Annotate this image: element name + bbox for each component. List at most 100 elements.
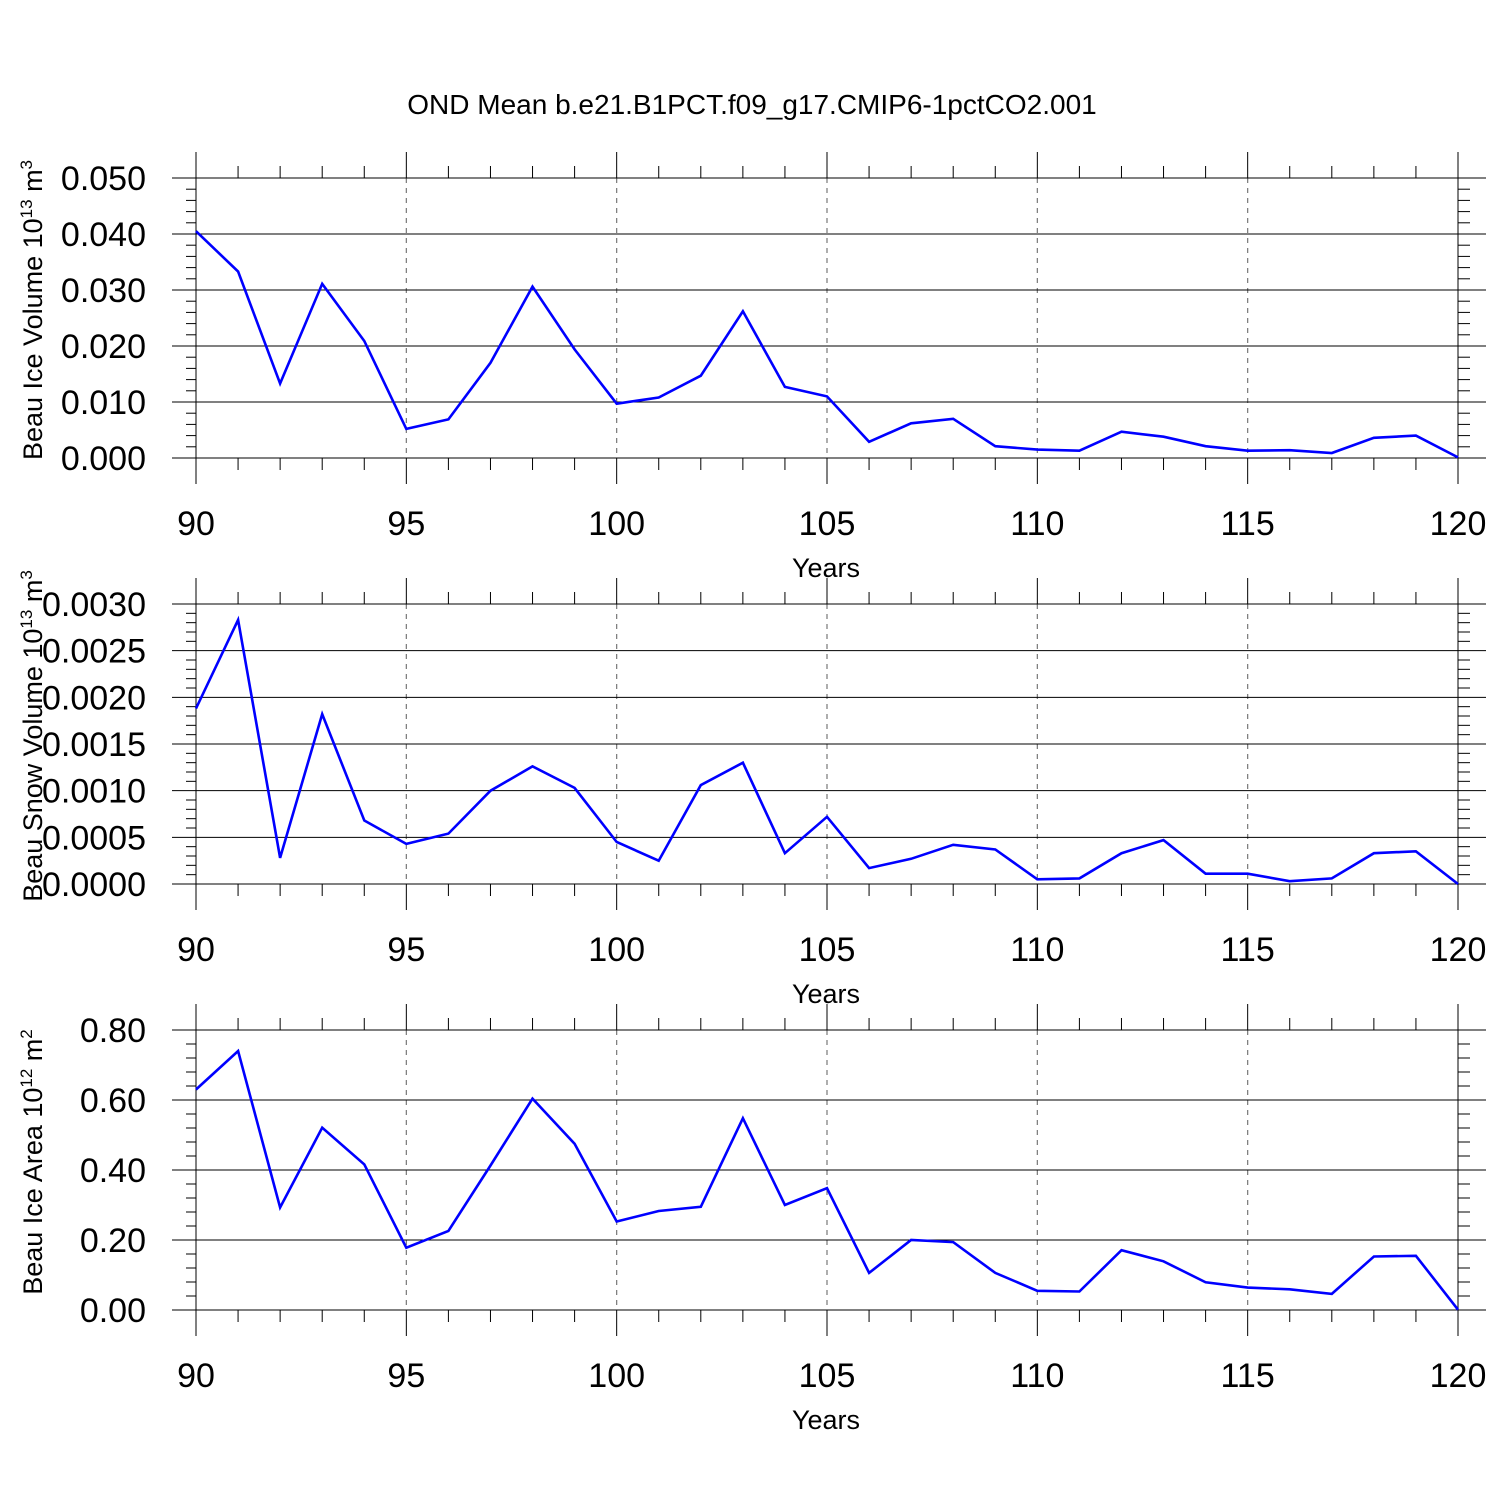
data-point [1330, 876, 1334, 880]
y-axis-label-text: Beau Ice Area 10 [18, 1088, 48, 1295]
data-point [446, 417, 450, 421]
x-tick-label: 110 [1010, 931, 1064, 969]
chart-panel-2: 0.0000 0.0005 0.0010 0.0015 0.0020 0.0025 0.00… [17, 570, 1486, 1009]
data-point [825, 394, 829, 398]
panels: 0.000 0.010 0.020 0.030 0.040 0.050 90 95 100 105… [17, 152, 1486, 1435]
y-axis-label-unit: m [18, 169, 48, 199]
data-point [1204, 872, 1208, 876]
data-point [993, 847, 997, 851]
x-tick-label: 110 [1010, 505, 1064, 543]
y-tick-label: 0.0030 [42, 586, 146, 624]
x-tick-label: 95 [387, 505, 425, 543]
y-tick-label: 0.40 [80, 1152, 146, 1190]
data-point [993, 1271, 997, 1275]
data-point [194, 229, 198, 233]
y-tick-label: 0.00 [80, 1292, 146, 1330]
y-tick-label: 0.20 [80, 1222, 146, 1260]
data-point [404, 427, 408, 431]
y-tick-label: 0.000 [61, 440, 146, 478]
data-point [741, 309, 745, 313]
y-axis-label: Beau Ice Volume 1013 m3 [17, 160, 48, 460]
series-line [195, 1048, 1460, 1311]
x-tick-label: 105 [799, 505, 856, 543]
data-point [909, 857, 913, 861]
data-point [1414, 434, 1418, 438]
data-point [1288, 1287, 1292, 1291]
data-point [1119, 430, 1123, 434]
x-axis-label: Years [792, 979, 860, 1009]
data-point [741, 761, 745, 765]
data-point [1330, 451, 1334, 455]
x-tick-label: 105 [799, 1357, 856, 1395]
data-point [1204, 444, 1208, 448]
y-tick-label: 0.60 [80, 1082, 146, 1120]
x-tick-label: 95 [387, 1357, 425, 1395]
data-point [825, 815, 829, 819]
data-point [488, 361, 492, 365]
data-point [278, 382, 282, 386]
x-tick-label: 120 [1430, 505, 1487, 543]
data-point [615, 1219, 619, 1223]
data-point [867, 866, 871, 870]
x-tick-label: 100 [588, 931, 645, 969]
data-point [1246, 1286, 1250, 1290]
data-point [404, 1246, 408, 1250]
data-point [1119, 1248, 1123, 1252]
data-point [531, 1097, 535, 1101]
data-point [1372, 436, 1376, 440]
data-point [236, 618, 240, 622]
data-point [867, 1271, 871, 1275]
data-point [1288, 448, 1292, 452]
data-point [1077, 876, 1081, 880]
data-point [1119, 851, 1123, 855]
y-tick-label: 0.0000 [42, 866, 146, 904]
y-axis-label: Beau Ice Area 1012 m2 [17, 1029, 48, 1295]
data-point [699, 783, 703, 787]
y-axis-label-unit-exponent: 3 [17, 160, 36, 169]
data-point [488, 789, 492, 793]
data-point [573, 1142, 577, 1146]
chart-panel-1: 0.000 0.010 0.020 0.030 0.040 0.050 90 95 100 105… [17, 152, 1486, 583]
y-tick-label: 0.030 [61, 272, 146, 310]
data-point [194, 1088, 198, 1092]
y-axis-label-unit-exponent: 2 [17, 1029, 36, 1038]
data-point [1035, 1289, 1039, 1293]
data-point [320, 282, 324, 286]
data-point [1162, 435, 1166, 439]
data-point [446, 1229, 450, 1233]
y-axis-label-text: Beau Snow Volume 10 [18, 629, 48, 902]
x-tick-label: 120 [1430, 1357, 1487, 1395]
data-point [951, 417, 955, 421]
data-point [278, 856, 282, 860]
data-point [1204, 1280, 1208, 1284]
data-point [278, 1205, 282, 1209]
y-tick-label: 0.0005 [42, 819, 146, 857]
data-point [446, 832, 450, 836]
data-point [236, 270, 240, 274]
data-point [1288, 879, 1292, 883]
x-tick-label: 115 [1221, 931, 1275, 969]
data-point [909, 421, 913, 425]
data-point [1077, 1289, 1081, 1293]
data-point [194, 707, 198, 711]
data-point [783, 385, 787, 389]
data-point [362, 1162, 366, 1166]
data-point [993, 444, 997, 448]
data-point [951, 1240, 955, 1244]
data-point [531, 285, 535, 289]
y-tick-label: 0.0020 [42, 679, 146, 717]
y-axis-label-exponent: 13 [17, 610, 36, 629]
data-point [1162, 1259, 1166, 1263]
series-line [195, 230, 1459, 459]
x-tick-label: 110 [1010, 1357, 1064, 1395]
data-point [320, 1126, 324, 1130]
data-point [320, 712, 324, 716]
data-point [573, 347, 577, 351]
chart-panel-3: 0.00 0.20 0.40 0.60 0.80 90 95 100 105 110 115 120 Y… [17, 1004, 1486, 1435]
data-point [362, 819, 366, 823]
series-line [194, 615, 1459, 886]
x-tick-label: 115 [1221, 505, 1275, 543]
data-point [615, 840, 619, 844]
data-point [1456, 455, 1460, 459]
